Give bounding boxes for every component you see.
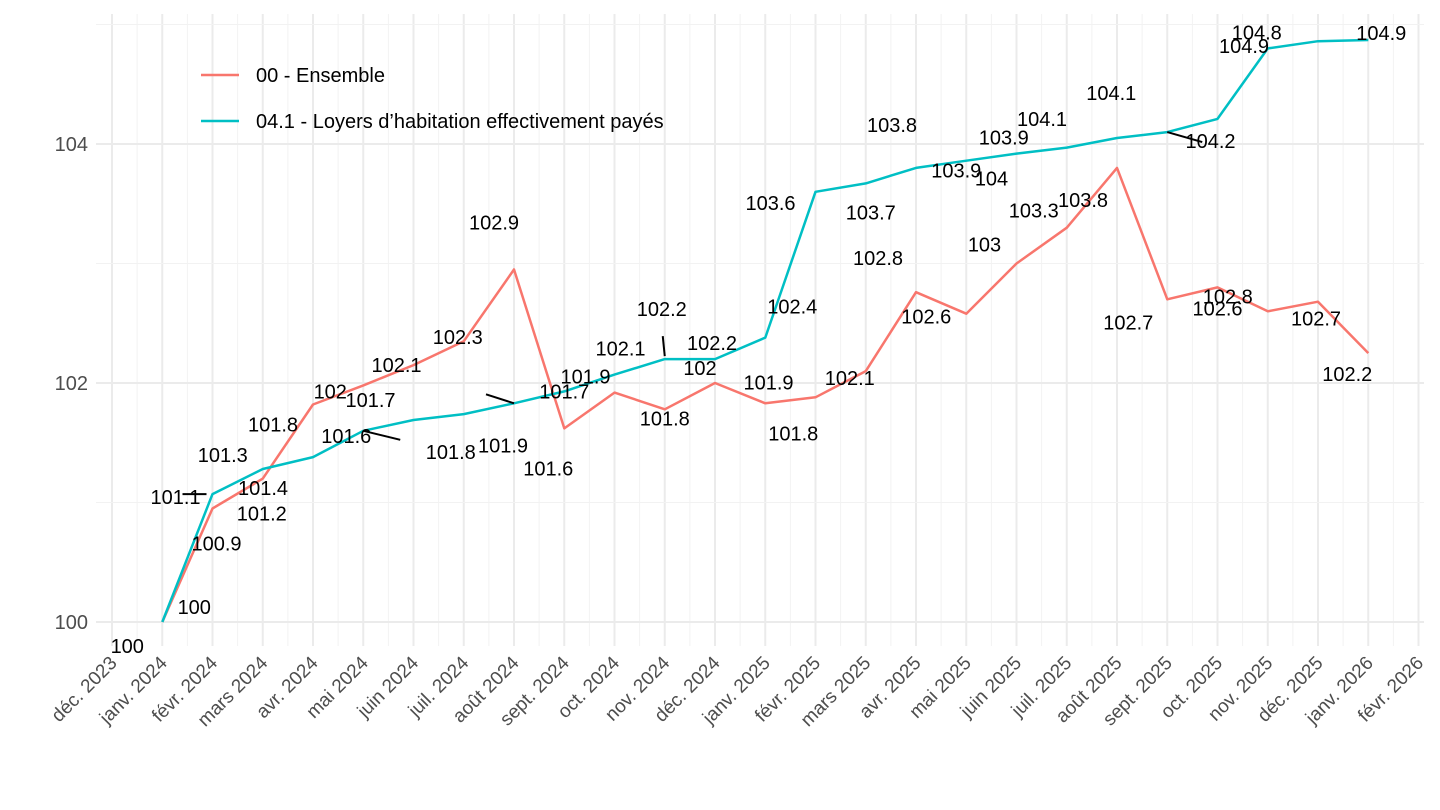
data-label-loyers: 103.8 bbox=[867, 115, 917, 137]
legend-label-ensemble: 00 - Ensemble bbox=[256, 65, 385, 87]
data-label-loyers: 102.2 bbox=[637, 299, 687, 321]
data-label-loyers: 104.1 bbox=[1086, 83, 1136, 105]
data-label-loyers: 103.6 bbox=[745, 193, 795, 215]
label-leader-line bbox=[1166, 131, 1203, 144]
data-label-ensemble: 102.6 bbox=[1192, 298, 1242, 320]
data-label-ensemble: 102 bbox=[683, 358, 716, 380]
data-label-ensemble: 102.9 bbox=[469, 212, 519, 234]
data-label-loyers: 102.2 bbox=[687, 333, 737, 355]
data-label-ensemble: 102.6 bbox=[901, 307, 951, 329]
y-tick-label: 100 bbox=[55, 612, 88, 634]
data-label-loyers: 103.9 bbox=[931, 161, 981, 183]
data-label-ensemble: 102.2 bbox=[1322, 364, 1372, 386]
y-tick-label: 104 bbox=[55, 134, 88, 156]
gridlines bbox=[96, 14, 1424, 646]
data-label-loyers: 102.1 bbox=[595, 339, 645, 361]
data-label-loyers: 101.7 bbox=[539, 381, 589, 403]
data-label-loyers: 101.6 bbox=[321, 426, 371, 448]
y-axis: 100 102 104 bbox=[55, 134, 88, 634]
data-label-loyers: 103.7 bbox=[846, 202, 896, 224]
data-label-loyers: 104.1 bbox=[1017, 109, 1067, 131]
data-label-loyers: 101.8 bbox=[426, 442, 476, 464]
data-label-ensemble: 101.2 bbox=[237, 504, 287, 526]
data-label-ensemble: 103.3 bbox=[1009, 201, 1059, 223]
label-leader-line bbox=[363, 429, 401, 441]
data-label-ensemble: 101.8 bbox=[768, 423, 818, 445]
legend-label-loyers: 04.1 - Loyers d’habitation effectivement… bbox=[256, 111, 664, 133]
data-label-ensemble: 102.8 bbox=[853, 248, 903, 270]
data-label-ensemble: 101.9 bbox=[560, 367, 610, 389]
data-label-loyers: 101.1 bbox=[150, 487, 200, 509]
data-label-loyers: 101.3 bbox=[198, 445, 248, 467]
series-line-ensemble bbox=[161, 166, 1370, 623]
data-labels: 100 100.9 101.2 101.8 102 102.1 102.3 102.9 101.… bbox=[111, 22, 1407, 658]
data-label-ensemble: 103.8 bbox=[1058, 190, 1108, 212]
data-label-loyers: 100 bbox=[111, 636, 144, 658]
label-leader-line bbox=[485, 393, 515, 405]
data-label-ensemble: 102 bbox=[314, 381, 347, 403]
data-label-ensemble: 100 bbox=[178, 597, 211, 619]
label-leader-lines bbox=[182, 131, 1203, 496]
data-label-loyers: 103.9 bbox=[979, 128, 1029, 150]
data-label-loyers: 104.9 bbox=[1356, 23, 1406, 45]
data-label-loyers: 104 bbox=[975, 169, 1008, 191]
data-label-ensemble: 101.8 bbox=[248, 415, 298, 437]
data-label-loyers: 101.7 bbox=[345, 390, 395, 412]
data-label-loyers: 104.2 bbox=[1185, 131, 1235, 153]
data-label-ensemble: 102.7 bbox=[1103, 312, 1153, 334]
data-label-ensemble: 102.1 bbox=[371, 355, 421, 377]
data-label-ensemble: 101.9 bbox=[743, 372, 793, 394]
data-label-ensemble: 103 bbox=[968, 235, 1001, 257]
data-label-loyers: 101.4 bbox=[238, 478, 288, 500]
data-label-ensemble: 102.8 bbox=[1203, 286, 1253, 308]
y-tick-label: 102 bbox=[55, 373, 88, 395]
data-label-ensemble: 102.7 bbox=[1291, 309, 1341, 331]
data-label-ensemble: 101.8 bbox=[640, 408, 690, 430]
data-label-loyers: 101.9 bbox=[478, 435, 528, 457]
legend: 00 - Ensemble 04.1 - Loyers d’habitation… bbox=[201, 65, 664, 133]
data-label-ensemble: 101.6 bbox=[523, 458, 573, 480]
data-label-loyers: 102.4 bbox=[767, 297, 817, 319]
data-label-ensemble: 102.1 bbox=[825, 368, 875, 390]
data-label-ensemble: 100.9 bbox=[191, 533, 241, 555]
data-label-loyers: 104.9 bbox=[1219, 36, 1269, 58]
data-label-ensemble: 102.3 bbox=[433, 327, 483, 349]
data-label-loyers: 104.8 bbox=[1232, 22, 1282, 44]
label-leader-line bbox=[661, 336, 666, 357]
